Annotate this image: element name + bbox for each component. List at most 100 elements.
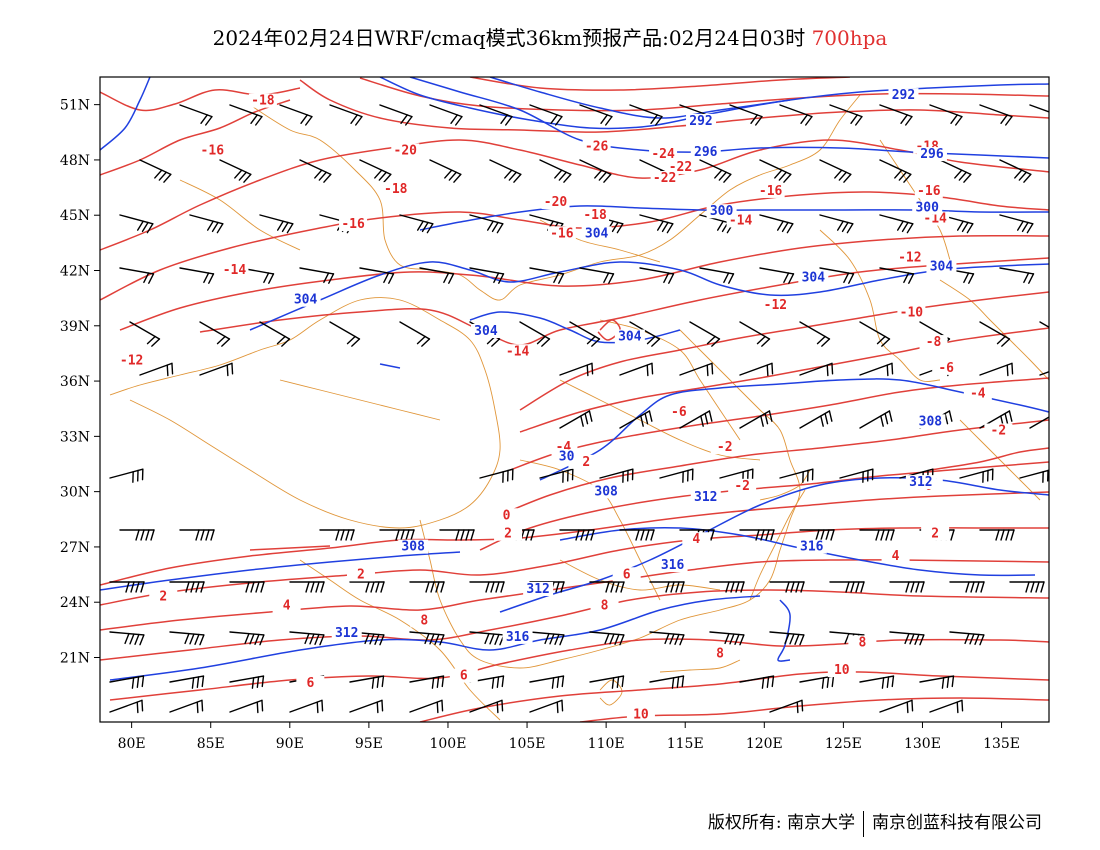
height-label: 316 — [800, 540, 824, 555]
temperature-label-bg — [612, 567, 641, 582]
wind-barb — [559, 362, 594, 377]
wind-barb — [979, 529, 1015, 541]
wind-barb — [649, 581, 685, 593]
temperature-label-bg — [590, 598, 619, 613]
temperature-label: 4 — [283, 599, 291, 614]
wind-barb — [1029, 104, 1049, 113]
height-label: 296 — [694, 145, 718, 160]
lon-tick-label: 105E — [509, 736, 546, 752]
wind-barb — [139, 159, 172, 183]
wind-barb — [739, 321, 771, 347]
height-label: 304 — [802, 271, 826, 286]
wind-barb — [559, 529, 595, 541]
wind-barb — [729, 104, 763, 126]
temperature-label-bg — [895, 250, 924, 265]
temperature-label-bg — [547, 226, 576, 241]
wind-barb — [169, 699, 204, 714]
wind-barb — [129, 321, 161, 347]
wind-barb — [299, 159, 332, 183]
wind-barb — [829, 581, 865, 593]
wind-barb — [819, 214, 854, 234]
wind-barb — [799, 321, 831, 347]
temperature-label: -26 — [585, 140, 609, 155]
wind-barb — [739, 529, 775, 541]
footer-left: 版权所有: 南京大学 — [707, 813, 855, 833]
wind-barb — [109, 699, 144, 714]
temperature-label-bg — [581, 207, 610, 222]
wind-barb — [879, 699, 914, 714]
wind-barb — [999, 159, 1032, 183]
lon-tick-label: 80E — [118, 736, 146, 752]
province-borders — [109, 94, 1049, 721]
temperature-label-bg — [932, 360, 961, 375]
wind-barb — [139, 362, 174, 377]
wind-barb — [859, 529, 895, 541]
temperature-isotherm — [299, 79, 1049, 133]
temperature-isotherm — [100, 191, 1049, 301]
wind-barb — [469, 631, 505, 646]
temperature-isotherm — [119, 234, 1049, 331]
wind-barb — [429, 159, 462, 183]
temperature-label: -16 — [759, 184, 783, 199]
temperature-label: -14 — [506, 344, 530, 359]
temperature-label-bg — [649, 147, 678, 162]
height-label: 296 — [920, 147, 944, 162]
wind-barb — [979, 104, 1013, 126]
lat-tick-label: 42N — [60, 264, 90, 280]
admin-boundary — [279, 379, 441, 421]
temperature-label: -12 — [898, 250, 921, 265]
temperature-label-bg — [650, 171, 679, 186]
temperature-label: 0 — [503, 508, 511, 523]
temperature-label-bg — [664, 405, 693, 420]
temperature-label: -2 — [717, 440, 733, 455]
wind-barb — [999, 267, 1035, 284]
admin-boundary — [939, 279, 1049, 381]
lat-tick-label: 24N — [60, 595, 90, 611]
temperature-label-bg — [582, 139, 611, 154]
wind-barb — [919, 675, 955, 689]
lon-tick-label: 100E — [429, 736, 466, 752]
height-label-bg — [614, 329, 645, 344]
temperature-isotherm — [109, 638, 1049, 701]
admin-boundary — [659, 659, 741, 673]
wind-barb — [699, 267, 735, 284]
height-label-bg — [470, 324, 501, 338]
wind-barb — [619, 410, 653, 429]
admin-boundary — [179, 179, 301, 251]
height-contour — [100, 551, 461, 591]
map-title: 2024年02月24日WRF/cmaq模式36km预报产品:02月24日03时 … — [0, 22, 1100, 51]
height-label: 312 — [694, 490, 717, 505]
wind-barb — [329, 104, 363, 126]
admin-boundary — [109, 297, 501, 529]
wind-barb — [929, 104, 963, 126]
temperature-label-bg — [391, 143, 420, 158]
temperature-label: 2 — [357, 567, 365, 582]
wind-barb — [1039, 321, 1049, 329]
title-level: 700hpa — [811, 26, 888, 50]
wind-barb — [529, 104, 563, 126]
lat-tick-label: 39N — [60, 319, 90, 335]
lat-tick-label: 30N — [60, 485, 90, 501]
height-label-bg — [591, 484, 622, 499]
temperature-isotherm — [469, 77, 851, 91]
height-label: 312 — [909, 475, 932, 490]
temperature-isotherm — [499, 419, 1049, 516]
wind-barb — [819, 267, 855, 284]
admin-boundary — [819, 229, 941, 382]
wind-barb — [399, 321, 431, 347]
wind-barb — [519, 321, 551, 347]
height-label: 308 — [919, 414, 943, 429]
temperature-isotherm — [249, 545, 331, 551]
temperature-label-bg — [117, 353, 146, 368]
wind-barb — [259, 321, 291, 347]
temperature-label-bg — [919, 335, 948, 350]
temperature-label: -16 — [341, 217, 365, 232]
temperature-label: 4 — [892, 549, 900, 564]
wind-barb — [1009, 581, 1045, 593]
height-label: 292 — [689, 114, 712, 129]
height-label: 308 — [401, 540, 425, 555]
height-contour — [419, 205, 1049, 231]
wind-barb — [839, 468, 874, 483]
wind-barb — [949, 631, 985, 646]
